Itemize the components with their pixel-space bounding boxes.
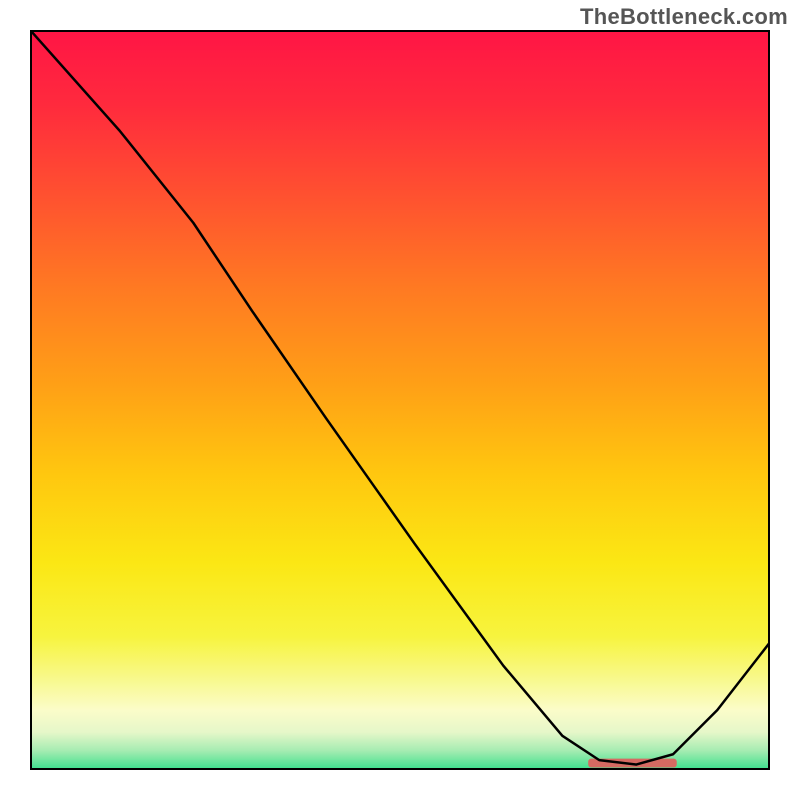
watermark-text: TheBottleneck.com bbox=[580, 4, 788, 30]
chart-background bbox=[31, 31, 769, 769]
bottleneck-chart bbox=[0, 0, 800, 800]
